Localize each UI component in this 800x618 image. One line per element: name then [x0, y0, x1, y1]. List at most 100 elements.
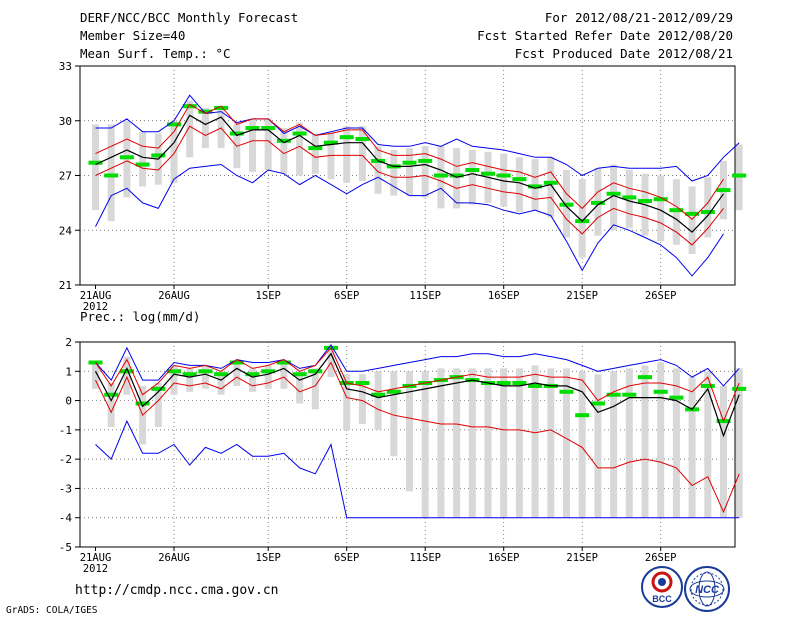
prec-member-box	[358, 374, 366, 424]
prec-median-mark	[151, 386, 166, 391]
temp-member-box	[296, 122, 304, 176]
temp-member-box	[688, 186, 696, 254]
temp-median-mark	[653, 197, 668, 202]
temp-lower-spread-line	[95, 125, 724, 246]
temp-median-mark	[276, 138, 291, 143]
prec-y-tick-label: -4	[59, 512, 73, 525]
temp-maximum-line	[95, 94, 740, 182]
prec-median-mark	[575, 413, 590, 418]
prec-median-mark	[653, 389, 668, 394]
prec-median-mark	[355, 381, 370, 385]
temp-median-mark	[716, 188, 731, 193]
prec-member-box	[515, 368, 523, 518]
chart-title: DERF/NCC/BCC Monthly Forecast	[80, 10, 299, 25]
prec-member-box	[343, 374, 351, 430]
temp-median-mark	[638, 199, 652, 204]
temp-member-box	[657, 175, 665, 242]
temp-median-mark	[433, 173, 448, 178]
temp-median-mark	[182, 104, 197, 109]
prec-x-tick-sublabel: 2012	[83, 563, 108, 575]
temp-member-box	[343, 126, 351, 183]
prec-x-tick-label: 16SEP	[488, 552, 520, 564]
temp-median-mark	[528, 184, 543, 189]
temp-member-box	[92, 124, 99, 211]
temp-y-tick-label: 21	[59, 279, 72, 292]
temp-x-tick-label: 21AUG	[80, 290, 112, 302]
precip-panel-label: Prec.: log(mm/d)	[80, 309, 201, 324]
prec-median-mark	[622, 392, 637, 397]
prec-median-mark	[732, 386, 747, 391]
temp-member-box	[201, 107, 209, 149]
prec-median-mark	[245, 372, 260, 377]
prec-median-mark	[669, 395, 684, 400]
temp-member-box	[107, 124, 115, 222]
temp-median-mark	[229, 131, 244, 136]
prec-median-mark	[308, 369, 323, 374]
temp-median-mark	[590, 200, 605, 205]
temp-member-box	[390, 149, 398, 196]
prec-median-mark	[229, 360, 244, 365]
bcc-logo: BCC	[641, 566, 683, 608]
temp-member-box	[217, 109, 225, 149]
prec-member-box	[547, 368, 555, 518]
temp-median-mark	[261, 126, 276, 131]
temp-median-mark	[669, 208, 684, 213]
prec-median-mark	[638, 375, 652, 380]
temp-member-box	[186, 100, 194, 158]
prec-member-box	[578, 371, 586, 518]
temp-member-box	[421, 146, 429, 198]
prec-median-mark	[198, 369, 213, 374]
temp-member-box	[578, 179, 586, 258]
footer-url[interactable]: http://cmdp.ncc.cma.gov.cn	[75, 583, 279, 598]
temp-member-box	[170, 120, 178, 183]
prec-member-box	[311, 368, 319, 410]
prec-member-box	[704, 371, 712, 518]
prec-member-box	[217, 371, 225, 395]
prec-median-mark	[528, 383, 543, 388]
temp-member-box	[500, 153, 508, 207]
prec-lower-spread-line	[95, 361, 740, 514]
forecast-produced-date: Fcst Produced Date 2012/08/21	[514, 46, 733, 61]
temp-median-mark	[355, 137, 370, 141]
temp-member-box	[264, 118, 272, 171]
temp-member-box	[249, 118, 256, 172]
temp-y-tick-label: 30	[59, 115, 72, 128]
prec-member-box	[280, 362, 288, 389]
prec-median-mark	[292, 372, 307, 377]
prec-median-mark	[386, 389, 401, 394]
temp-member-box	[610, 164, 618, 231]
prec-member-box	[720, 385, 727, 518]
temp-median-mark	[449, 173, 464, 178]
temp-median-mark	[88, 160, 103, 165]
prec-y-tick-label: -3	[59, 482, 72, 495]
member-size: Member Size=40	[80, 28, 186, 43]
temperature-panel-label: Mean Surf. Temp.: °C	[80, 46, 231, 61]
temp-x-tick-label: 26AUG	[158, 290, 190, 302]
prec-median-mark	[700, 383, 715, 388]
prec-x-tick-label: 26AUG	[158, 552, 190, 564]
temp-member-box	[468, 149, 476, 205]
prec-median-mark	[590, 401, 605, 406]
prec-member-box	[233, 362, 241, 386]
prec-member-box	[563, 368, 570, 518]
prec-median-mark	[214, 372, 229, 377]
prec-member-box	[92, 362, 99, 389]
prec-member-box	[201, 365, 209, 389]
temp-median-mark	[622, 195, 637, 200]
prec-member-box	[594, 374, 602, 518]
prec-member-box	[657, 362, 665, 518]
temp-x-tick-label: 26SEP	[645, 290, 677, 302]
prec-x-tick-label: 11SEP	[409, 552, 441, 564]
prec-member-box	[500, 368, 508, 518]
prec-member-box	[421, 371, 429, 518]
temp-median-mark	[481, 171, 495, 176]
prec-median-mark	[371, 392, 386, 397]
prec-member-box	[107, 383, 115, 427]
temp-median-mark	[308, 146, 323, 151]
temp-median-mark	[465, 168, 480, 173]
temp-median-mark	[402, 160, 417, 165]
temp-x-tick-label: 21SEP	[566, 290, 598, 302]
prec-median-mark	[276, 360, 291, 365]
